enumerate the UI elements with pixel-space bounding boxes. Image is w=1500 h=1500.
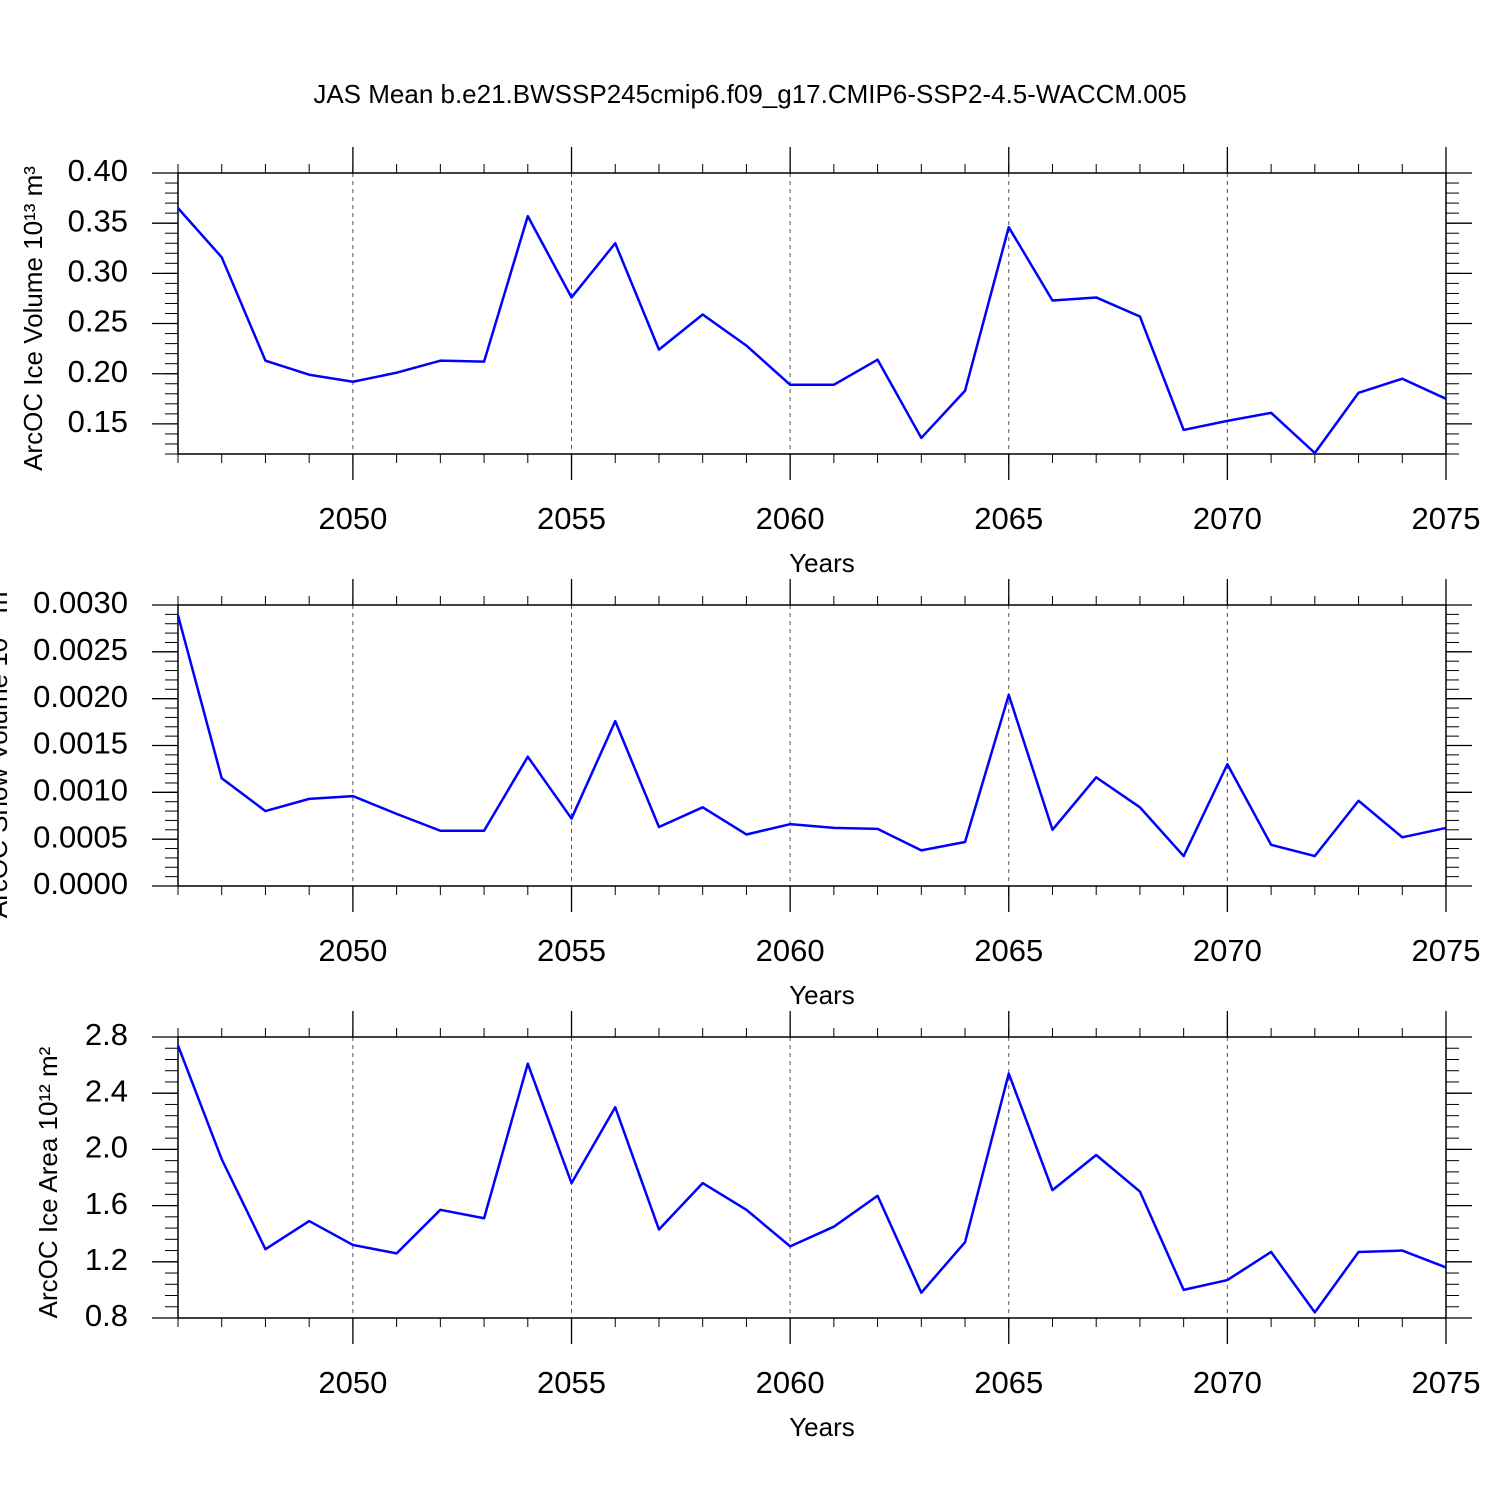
y-tick-label: 1.2 [85, 1242, 128, 1277]
x-tick-label: 2075 [1412, 933, 1481, 968]
x-tick-label: 2075 [1412, 1365, 1481, 1400]
x-tick-label: 2065 [974, 1365, 1043, 1400]
plot-frame [177, 172, 1447, 455]
y-tick-label: 0.0020 [33, 679, 128, 714]
y-tick-label: 0.8 [85, 1298, 128, 1333]
x-tick-label: 2055 [537, 933, 606, 968]
y-tick-label: 0.0015 [33, 726, 128, 761]
y-tick-label: 0.30 [68, 254, 128, 289]
y-tick-label: 0.25 [68, 304, 128, 339]
y-tick-label: 2.0 [85, 1130, 128, 1165]
x-tick-label: 2070 [1193, 1365, 1262, 1400]
y-tick-label: 0.0030 [33, 585, 128, 620]
y-axis-label: ArcOC Snow Volume 10¹³ m³ [0, 583, 13, 919]
y-tick-label: 0.0010 [33, 773, 128, 808]
y-tick-label: 0.20 [68, 354, 128, 389]
x-axis-label: Years [789, 980, 855, 1010]
y-axis-label: ArcOC Ice Volume 10¹³ m³ [18, 166, 48, 471]
data-line [176, 614, 1447, 858]
plot-frame [177, 604, 1447, 887]
x-tick-label: 2060 [756, 1365, 825, 1400]
x-tick-label: 2065 [974, 933, 1043, 968]
x-tick-label: 2060 [756, 933, 825, 968]
x-axis-label: Years [789, 1412, 855, 1442]
y-tick-label: 0.0000 [33, 866, 128, 901]
x-tick-label: 2055 [537, 1365, 606, 1400]
x-tick-label: 2060 [756, 501, 825, 536]
x-tick-label: 2050 [318, 933, 387, 968]
data-line [176, 1044, 1447, 1314]
y-tick-label: 1.6 [85, 1186, 128, 1221]
x-tick-label: 2070 [1193, 501, 1262, 536]
y-tick-label: 0.15 [68, 404, 128, 439]
y-tick-label: 0.40 [68, 153, 128, 188]
figure-title: JAS Mean b.e21.BWSSP245cmip6.f09_g17.CMI… [313, 79, 1186, 109]
x-axis-label: Years [789, 548, 855, 578]
y-tick-label: 0.35 [68, 203, 128, 238]
plot-frame [177, 1036, 1447, 1319]
x-tick-label: 2075 [1412, 501, 1481, 536]
y-tick-label: 2.8 [85, 1017, 128, 1052]
y-axis-label: ArcOC Ice Area 10¹² m² [33, 1046, 63, 1318]
x-tick-label: 2070 [1193, 933, 1262, 968]
data-line [177, 207, 1447, 455]
y-tick-label: 2.4 [85, 1073, 128, 1108]
y-tick-label: 0.0025 [33, 632, 128, 667]
x-tick-label: 2050 [318, 1365, 387, 1400]
x-tick-label: 2050 [318, 501, 387, 536]
y-tick-label: 0.0005 [33, 819, 128, 854]
x-tick-label: 2065 [974, 501, 1043, 536]
x-tick-label: 2055 [537, 501, 606, 536]
